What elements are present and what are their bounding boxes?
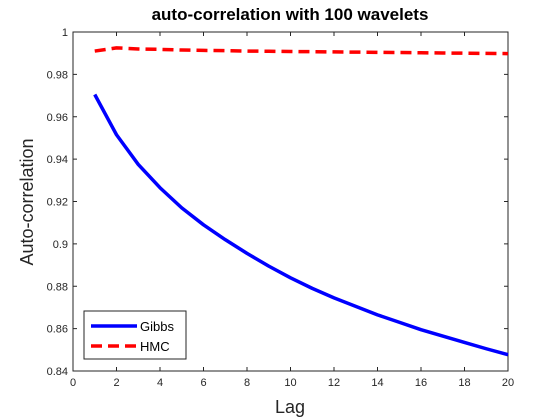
legend-box	[83, 310, 187, 360]
x-tick-label: 14	[371, 377, 383, 389]
x-tick-label: 6	[200, 377, 206, 389]
x-axis: 0 2 4 6 8 10 12 14 16 18 20	[70, 32, 514, 389]
y-tick-label: 0.86	[47, 324, 68, 336]
x-tick-label: 0	[70, 377, 76, 389]
chart-title: auto-correlation with 100 wavelets	[152, 5, 429, 24]
y-tick-label: 0.9	[53, 239, 68, 251]
legend-label-gibbs: Gibbs	[140, 319, 174, 334]
y-tick-label: 1	[62, 27, 68, 39]
legend: Gibbs HMC	[83, 310, 187, 360]
x-tick-label: 4	[157, 377, 163, 389]
series-layer	[93, 46, 509, 357]
y-tick-label: 0.96	[47, 112, 68, 124]
y-axis-label: Auto-correlation	[17, 138, 37, 265]
series-line-hmc	[94, 46, 509, 56]
y-axis: 0.84 0.86 0.88 0.9 0.92 0.94 0.96 0.98 1	[47, 27, 508, 378]
x-tick-label: 8	[244, 377, 250, 389]
y-tick-label: 0.94	[47, 154, 68, 166]
series-line-gibbs	[93, 93, 509, 357]
y-tick-label: 0.84	[47, 366, 68, 378]
x-tick-label: 16	[415, 377, 427, 389]
x-tick-label: 18	[458, 377, 470, 389]
x-tick-label: 20	[502, 377, 514, 389]
y-tick-label: 0.92	[47, 197, 68, 209]
x-tick-label: 2	[113, 377, 119, 389]
x-tick-label: 12	[328, 377, 340, 389]
legend-label-hmc: HMC	[140, 339, 170, 354]
x-tick-label: 10	[284, 377, 296, 389]
y-tick-label: 0.98	[47, 69, 68, 81]
x-axis-label: Lag	[275, 397, 305, 417]
y-tick-label: 0.88	[47, 281, 68, 293]
